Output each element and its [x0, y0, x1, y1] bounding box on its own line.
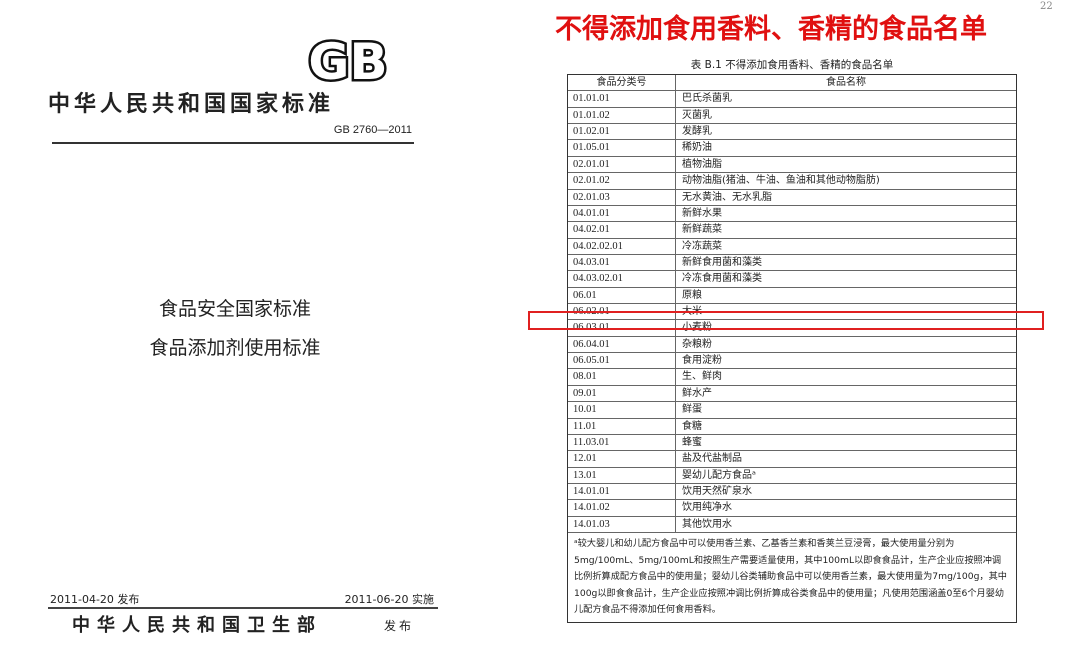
table-row: 01.05.01 稀奶油: [568, 140, 1016, 157]
food-list-table: 食品分类号 食品名称 01.01.01 巴氏杀菌乳 01.01.02 灭菌乳 01.02…: [567, 74, 1017, 623]
table-row: 13.01 婴幼儿配方食品ᵃ: [568, 467, 1016, 484]
category-code: 04.02.02.01: [568, 238, 676, 254]
table-row: 14.01.02 饮用纯净水: [568, 500, 1016, 517]
food-name: 新鲜水果: [682, 207, 722, 219]
issue-label: 发布: [384, 619, 415, 633]
food-name: 鲜水产: [682, 387, 712, 399]
food-name: 新鲜食用菌和藻类: [682, 256, 762, 268]
country-standard-label: 中华人民共和国国家标准: [48, 92, 335, 117]
category-code: 06.04.01: [568, 336, 676, 353]
table-row: 06.05.01 食用淀粉: [568, 353, 1016, 370]
table-row: 11.01 食糖: [568, 418, 1016, 435]
header-category-code: 食品分类号: [568, 75, 676, 91]
food-name: 新鲜蔬菜: [682, 224, 722, 236]
table-row: 01.01.01 巴氏杀菌乳: [568, 91, 1016, 108]
food-name: 小麦粉: [682, 322, 712, 334]
table-row: 01.02.01 发酵乳: [568, 124, 1016, 141]
page-number: 22: [1040, 1, 1053, 12]
title-line-2: 食品添加剂使用标准: [149, 337, 321, 359]
table-row: 14.01.03 其他饮用水: [568, 516, 1016, 534]
food-name: 其他饮用水: [682, 518, 732, 530]
food-name: 食糖: [682, 420, 702, 432]
category-code: 01.01.01: [568, 91, 676, 107]
table-row: 04.03.01 新鲜食用菌和藻类: [568, 254, 1016, 272]
category-code: 04.02.01: [568, 222, 676, 238]
category-code: 04.03.02.01: [568, 271, 676, 287]
header-food-name: 食品名称: [826, 77, 866, 88]
food-name: 鲜蛋: [682, 404, 702, 416]
table-row: 14.01.01 饮用天然矿泉水: [568, 483, 1016, 501]
table-row: 06.01 原粮: [568, 287, 1016, 305]
category-code: 06.01: [568, 287, 676, 304]
issuer: 中华人民共和国卫生部: [72, 615, 322, 636]
table-row: 11.03.01 蜂蜜: [568, 434, 1016, 452]
food-name: 婴幼儿配方食品ᵃ: [682, 469, 756, 481]
food-name: 灭菌乳: [682, 109, 712, 121]
gb-logo-text: GB: [308, 33, 387, 85]
table-row: 06.04.01 杂粮粉: [568, 336, 1016, 354]
table-row: 12.01 盐及代盐制品: [568, 451, 1016, 468]
effective-date: 2011-06-20 实施: [344, 593, 434, 606]
table-row: 02.01.02 动物油脂(猪油、牛油、鱼油和其他动物脂肪): [568, 173, 1016, 190]
table-row: 10.01 鲜蛋: [568, 402, 1016, 419]
food-name: 饮用纯净水: [682, 502, 732, 514]
table-row: 04.02.02.01 冷冻蔬菜: [568, 238, 1016, 255]
food-name: 杂粮粉: [682, 338, 712, 350]
food-name: 冷冻食用菌和藻类: [682, 273, 762, 285]
release-date: 2011-04-20 发布: [50, 593, 140, 606]
category-code: 02.01.02: [568, 173, 676, 189]
category-code: 04.01.01: [568, 205, 676, 222]
category-code: 10.01: [568, 402, 676, 418]
table-row: 01.01.02 灭菌乳: [568, 107, 1016, 125]
food-name: 冷冻蔬菜: [682, 240, 722, 252]
food-name: 原粮: [682, 289, 702, 301]
food-name: 稀奶油: [682, 142, 712, 154]
highlight-box: [528, 311, 1044, 330]
category-code: 01.01.02: [568, 107, 676, 124]
divider: [48, 607, 438, 609]
category-code: 11.01: [568, 418, 676, 434]
category-code: 11.03.01: [568, 434, 676, 451]
table-row: 04.01.01 新鲜水果: [568, 205, 1016, 223]
food-name: 植物油脂: [682, 158, 722, 170]
table-header: 食品分类号 食品名称: [568, 75, 1016, 92]
category-code: 02.01.03: [568, 189, 676, 205]
category-code: 14.01.01: [568, 483, 676, 500]
food-name: 饮用天然矿泉水: [682, 485, 752, 497]
standard-code: GB 2760—2011: [333, 124, 412, 136]
table-row: 02.01.01 植物油脂: [568, 156, 1016, 174]
table-row: 02.01.03 无水黄油、无水乳脂: [568, 189, 1016, 206]
food-name: 巴氏杀菌乳: [682, 93, 732, 105]
category-code: 09.01: [568, 385, 676, 402]
table-row: 04.03.02.01 冷冻食用菌和藻类: [568, 271, 1016, 288]
category-code: 06.05.01: [568, 353, 676, 369]
category-code: 08.01: [568, 369, 676, 385]
category-code: 14.01.02: [568, 500, 676, 516]
table-caption: 表 B.1 不得添加食用香料、香精的食品名单: [690, 59, 894, 71]
table-row: 08.01 生、鲜肉: [568, 369, 1016, 386]
food-name: 无水黄油、无水乳脂: [682, 191, 772, 203]
category-code: 13.01: [568, 467, 676, 483]
table-row: 04.02.01 新鲜蔬菜: [568, 222, 1016, 239]
table-row: 09.01 鲜水产: [568, 385, 1016, 403]
divider: [52, 142, 414, 144]
title-line-1: 食品安全国家标准: [158, 298, 311, 320]
category-code: 01.02.01: [568, 124, 676, 140]
food-name: 生、鲜肉: [682, 371, 722, 383]
category-code: 01.05.01: [568, 140, 676, 156]
category-code: 02.01.01: [568, 156, 676, 173]
category-code: 12.01: [568, 451, 676, 467]
food-name: 蜂蜜: [682, 436, 702, 448]
food-name: 食用淀粉: [682, 355, 722, 367]
food-name: 动物油脂(猪油、牛油、鱼油和其他动物脂肪): [682, 175, 880, 187]
gb-logo: GB: [306, 33, 390, 85]
table-footnote: ᵃ较大婴儿和幼儿配方食品中可以使用香兰素、乙基香兰素和香荚兰豆浸膏，最大使用量分…: [574, 538, 1007, 616]
category-code: 04.03.01: [568, 254, 676, 271]
category-code: 14.01.03: [568, 516, 676, 533]
headline: 不得添加食用香料、香精的食品名单: [555, 14, 987, 45]
food-name: 盐及代盐制品: [682, 453, 742, 465]
food-name: 发酵乳: [682, 126, 712, 138]
